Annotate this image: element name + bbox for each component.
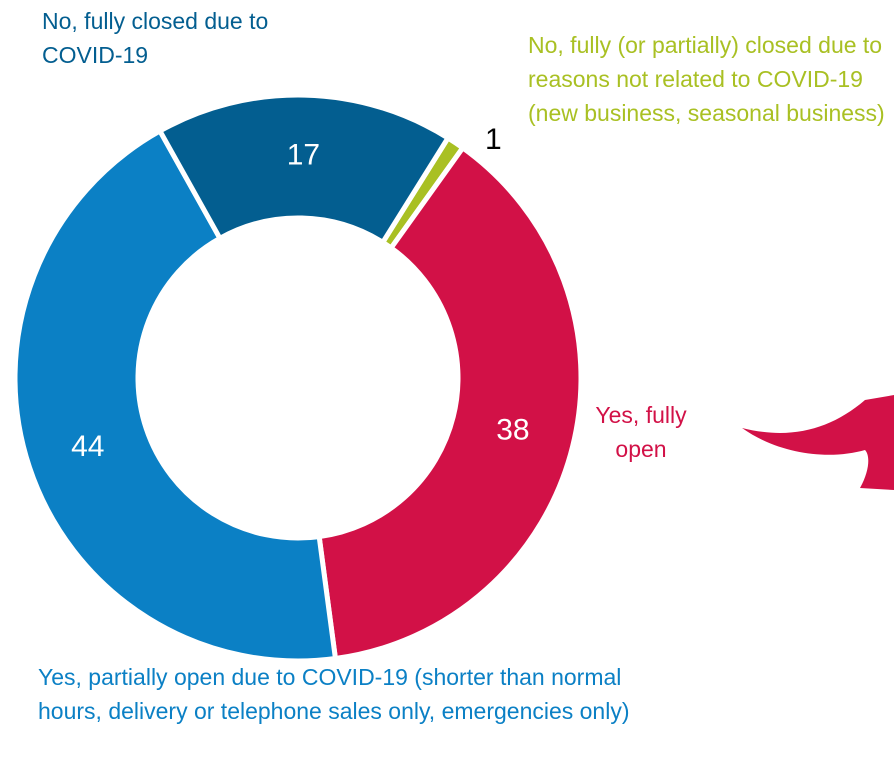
value-label: 1 xyxy=(485,123,502,156)
value-label: 44 xyxy=(71,430,104,463)
donut-slice xyxy=(12,127,339,664)
value-label: 38 xyxy=(496,414,529,447)
category-label: Yes, partially open due to COVID-19 (sho… xyxy=(38,664,630,724)
donut-slice xyxy=(316,144,584,662)
category-label: No, fully closed due to COVID-19 xyxy=(42,8,269,68)
category-label: No, fully (or partially) closed due to r… xyxy=(528,32,885,126)
category-label: Yes, fully open xyxy=(595,402,687,462)
donut-slice xyxy=(156,92,452,246)
value-label: 17 xyxy=(287,138,320,171)
arrow xyxy=(742,395,894,490)
